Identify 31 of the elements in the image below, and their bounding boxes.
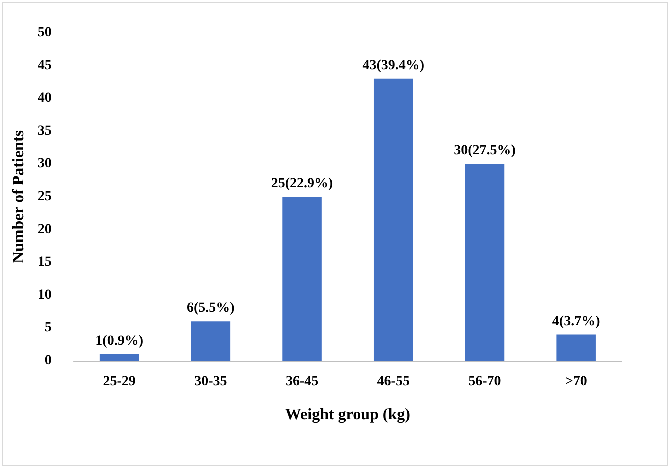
x-tick-label: 25-29 [103,374,136,390]
data-label: 4(3.7%) [552,314,601,330]
data-label: 43(39.4%) [362,58,425,74]
data-label: 30(27.5%) [454,144,516,159]
x-tick-label: 46-55 [377,374,410,390]
y-tick-label: 45 [38,58,52,74]
y-tick-label: 35 [38,124,52,139]
data-label: 6(5.5%) [187,301,236,316]
y-tick-label: 30 [38,156,52,172]
y-tick-label: 0 [44,354,52,368]
bar [465,164,505,361]
y-tick-label: 20 [38,222,52,238]
y-tick-label: 15 [38,255,52,270]
x-tick-label: 30-35 [194,374,228,390]
bar [191,322,231,361]
x-tick-label: >70 [565,374,588,390]
y-tick-label: 50 [38,26,52,40]
y-axis-title: Number of Patients [10,130,28,264]
y-tick-label: 40 [38,91,52,106]
bar [556,334,596,361]
bar [374,78,414,361]
data-label: 1(0.9%) [96,334,144,349]
bar [282,197,322,361]
y-tick-label: 10 [38,288,52,303]
bar [100,354,140,361]
x-tick-label: 56-70 [468,374,502,390]
data-label: 25(22.9%) [271,176,334,192]
y-tick-label: 25 [38,190,52,204]
x-axis-title: Weight group (kg) [285,406,410,424]
x-tick-label: 36-45 [286,374,319,390]
y-tick-label: 5 [44,320,52,336]
